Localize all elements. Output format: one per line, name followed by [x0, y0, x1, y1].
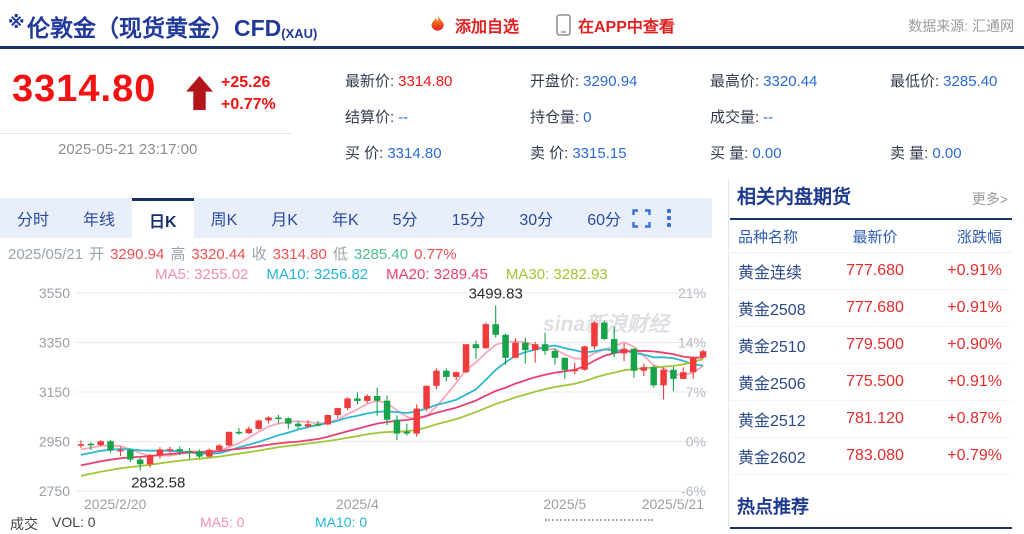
volume-bars	[545, 519, 653, 521]
view-in-app-label: 在APP中查看	[578, 19, 675, 36]
quote-field: 结算价: --	[345, 108, 409, 126]
more-options-icon[interactable]	[667, 209, 671, 227]
hot-recommend-section: 热点推荐	[730, 484, 1012, 529]
ohlc-info-line: 2025/05/21 开 3290.94 高 3320.44 收 3314.80 低 3285.…	[8, 243, 463, 264]
add-watchlist-button[interactable]: 添加自选	[428, 12, 519, 38]
svg-text:21%: 21%	[678, 285, 706, 301]
site-logo-icon: ※	[8, 13, 25, 32]
svg-text:7%: 7%	[686, 384, 706, 400]
add-watchlist-label: 添加自选	[455, 19, 520, 36]
info-part: 高	[170, 246, 186, 263]
quote-field: 最低价: 3285.40	[890, 72, 998, 90]
price-change: +25.26 +0.77%	[221, 72, 276, 116]
quote-grid: 最新价: 3314.80 开盘价: 3290.94 最高价: 3320.44 最低价: 328…	[345, 62, 1017, 170]
kline-svg: 355021%335014%31507%29500%2750-6%sina新浪财…	[39, 285, 708, 512]
quote-field: 持仓量: 0	[530, 108, 592, 126]
quote-timestamp: 2025-05-21 23:17:00	[58, 141, 198, 158]
page-header: ※ 伦敦金（现货黄金）CFD(XAU) 添加自选 在APP中查看 数据来源: 汇…	[0, 0, 1024, 49]
kline-chart[interactable]: 355021%335014%31507%29500%2750-6%sina新浪财…	[0, 283, 712, 515]
col-price: 最新价	[852, 228, 898, 246]
svg-text:14%: 14%	[678, 335, 706, 351]
related-futures-panel: 相关内盘期货 更多> 品种名称 最新价 涨跌幅 黄金连续 777.680 +0.91…	[728, 178, 1012, 529]
info-part: 3320.44	[191, 246, 246, 263]
up-arrow-icon	[186, 76, 213, 110]
quote-field: 买 量: 0.00	[710, 144, 782, 162]
tab-5分[interactable]: 5分	[392, 212, 418, 229]
svg-text:2025/4: 2025/4	[336, 496, 379, 512]
futures-row-黄金2508[interactable]: 黄金2508 777.680 +0.91%	[730, 290, 1012, 327]
svg-text:-6%: -6%	[681, 483, 706, 499]
quote-field: 卖 价: 3315.15	[530, 144, 627, 162]
futures-row-黄金2602[interactable]: 黄金2602 783.080 +0.79%	[730, 438, 1012, 475]
hot-recommend-title: 热点推荐	[737, 497, 809, 517]
tab-日K[interactable]: 日K	[132, 198, 194, 238]
last-price: 3314.80	[12, 68, 157, 110]
instrument-name: 伦敦金（现货黄金）CFD	[27, 15, 282, 41]
change-value: +25.26	[221, 74, 271, 91]
svg-text:3550: 3550	[39, 285, 70, 301]
svg-text:3499.83: 3499.83	[469, 285, 523, 302]
info-part: MA10: 3256.82	[266, 266, 369, 283]
futures-row-黄金连续[interactable]: 黄金连续 777.680 +0.91%	[730, 253, 1012, 290]
view-in-app-button[interactable]: 在APP中查看	[556, 12, 675, 38]
instrument-code: (XAU)	[281, 26, 318, 41]
change-percent: +0.77%	[221, 96, 276, 113]
col-name: 品种名称	[738, 228, 799, 246]
tab-30分[interactable]: 30分	[519, 212, 554, 229]
vol-label: MA5: 0	[200, 514, 245, 530]
futures-row-黄金2512[interactable]: 黄金2512 781.120 +0.87%	[730, 401, 1012, 438]
svg-text:3350: 3350	[39, 335, 70, 351]
tab-60分[interactable]: 60分	[587, 212, 621, 229]
data-source: 数据来源: 汇通网	[908, 18, 1014, 34]
info-part: 3314.80	[272, 246, 327, 263]
tab-周K[interactable]: 周K	[210, 212, 238, 229]
futures-table-header: 品种名称 最新价 涨跌幅	[730, 220, 1012, 253]
svg-text:0%: 0%	[686, 434, 706, 450]
tab-年K[interactable]: 年K	[331, 212, 359, 229]
futures-row-黄金2506[interactable]: 黄金2506 775.500 +0.91%	[730, 364, 1012, 401]
phone-icon	[556, 14, 571, 36]
period-tabbar: 分时 年线 日K 周K 月K 年K 5分 15分 30分 60分	[0, 198, 712, 238]
info-part: MA20: 3289.45	[386, 266, 488, 283]
flame-icon	[431, 15, 444, 31]
fullscreen-icon[interactable]	[632, 208, 651, 228]
quote-field: 买 价: 3314.80	[345, 144, 442, 162]
col-change: 涨跌幅	[956, 228, 1002, 246]
quote-field: 最高价: 3320.44	[710, 72, 818, 90]
vol-label: 成交	[10, 516, 38, 532]
vol-label: MA10: 0	[315, 514, 368, 530]
info-part: 3285.40	[353, 246, 409, 263]
tab-15分[interactable]: 15分	[451, 212, 486, 229]
info-part: MA30: 3282.93	[505, 266, 608, 283]
quote-field: 开盘价: 3290.94	[530, 72, 638, 90]
panel-title: 相关内盘期货	[737, 187, 852, 208]
info-part: 开	[89, 246, 105, 263]
futures-row-黄金2510[interactable]: 黄金2510 779.500 +0.90%	[730, 327, 1012, 364]
ma-info-line: MA5: 3255.02 MA10: 3256.82 MA20: 3289.45 MA…	[155, 266, 626, 283]
svg-text:2025/2/20: 2025/2/20	[84, 496, 146, 512]
tab-月K[interactable]: 月K	[271, 212, 298, 229]
info-part: 3290.94	[110, 246, 165, 263]
info-part: 0.77%	[414, 246, 457, 263]
vol-label: VOL: 0	[52, 514, 96, 530]
info-part: MA5: 3255.02	[155, 266, 249, 283]
page-title: 伦敦金（现货黄金）CFD(XAU)	[27, 9, 317, 43]
info-part: 收	[251, 246, 267, 263]
more-link[interactable]: 更多>	[971, 191, 1008, 207]
info-part: 2025/05/21	[8, 246, 84, 263]
info-part: 低	[332, 246, 348, 263]
svg-text:2750: 2750	[39, 483, 70, 499]
quote-field: 成交量: --	[710, 108, 774, 126]
tab-分时[interactable]: 分时	[17, 212, 50, 229]
quote-field: 卖 量: 0.00	[890, 144, 962, 162]
svg-text:2832.58: 2832.58	[131, 475, 185, 492]
divider	[0, 133, 292, 134]
quote-field: 最新价: 3314.80	[345, 72, 453, 90]
volume-pane-header: 成交 VOL: 0 MA5: 0 MA10: 0	[0, 514, 712, 534]
svg-text:3150: 3150	[39, 384, 70, 400]
svg-text:2025/5/21: 2025/5/21	[642, 496, 704, 512]
tab-年线[interactable]: 年线	[83, 212, 116, 229]
svg-text:2025/5: 2025/5	[543, 496, 586, 512]
svg-text:2950: 2950	[39, 434, 70, 450]
